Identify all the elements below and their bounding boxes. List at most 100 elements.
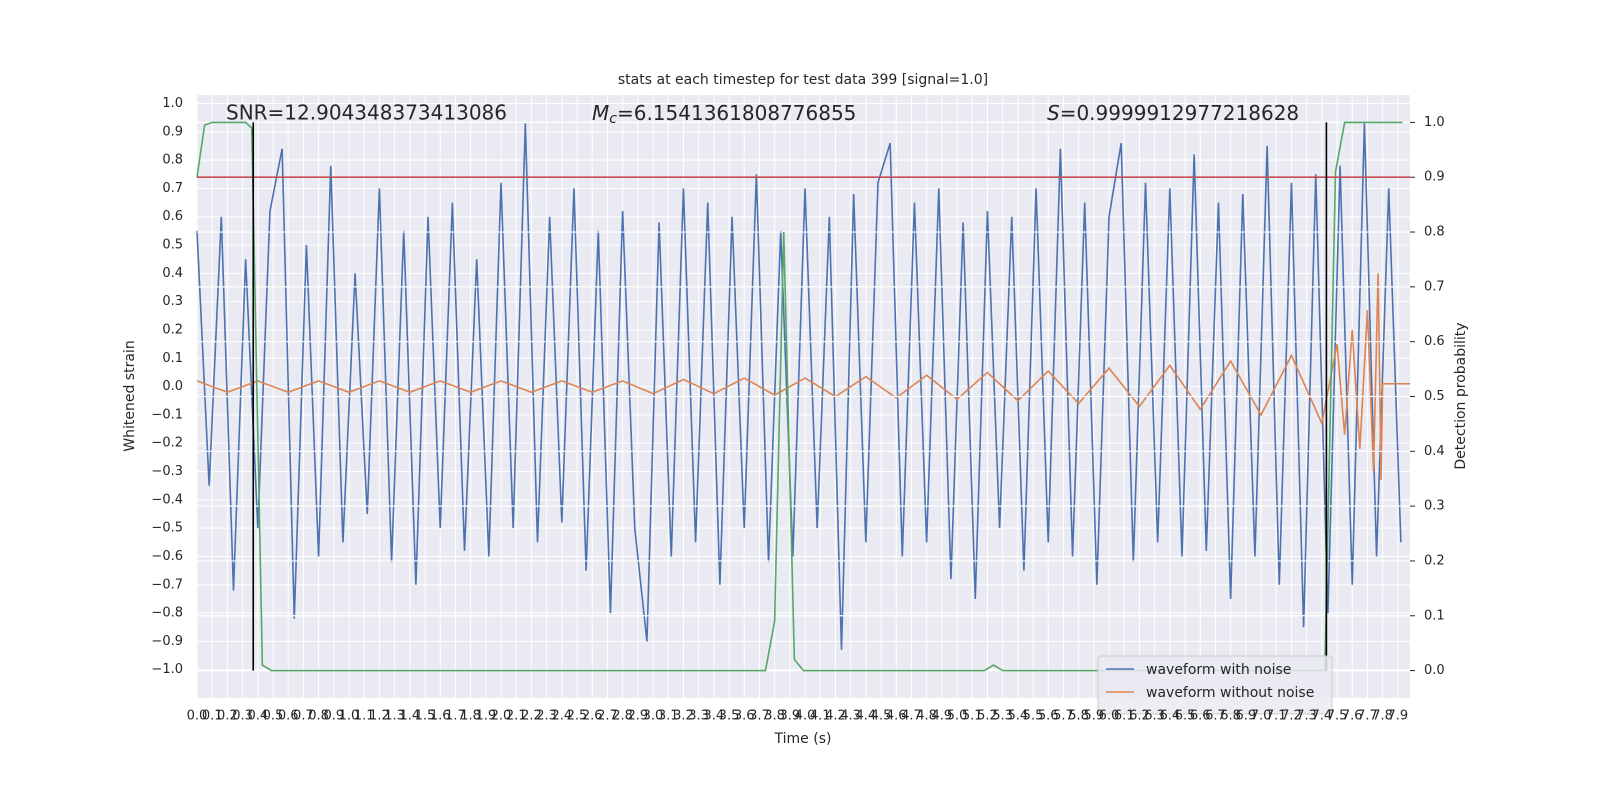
x-tick-label: 1.8 bbox=[460, 709, 481, 724]
x-tick-label: 4.9 bbox=[931, 709, 952, 724]
x-tick-label: 3.7 bbox=[749, 709, 770, 724]
x-tick-label: 0.4 bbox=[247, 709, 268, 724]
y-tick-label: −1.0 bbox=[151, 662, 183, 677]
x-tick-label: 6.1 bbox=[1114, 709, 1135, 724]
y-tick-label: 0.9 bbox=[162, 124, 183, 139]
x-tick-label: 4.3 bbox=[840, 709, 861, 724]
y2-tick-label: 0.3 bbox=[1424, 499, 1445, 514]
y-tick-label: −0.3 bbox=[151, 464, 183, 479]
y-tick-label: 0.6 bbox=[162, 209, 183, 224]
x-axis-label: Time (s) bbox=[774, 731, 832, 747]
x-tick-label: 2.4 bbox=[551, 709, 572, 724]
x-tick-label: 2.7 bbox=[597, 709, 618, 724]
y2-tick-label: 0.6 bbox=[1424, 334, 1445, 349]
y-tick-label: 0.5 bbox=[162, 238, 183, 253]
x-tick-label: 0.8 bbox=[308, 709, 329, 724]
x-tick-label: 3.5 bbox=[719, 709, 740, 724]
y2-tick-label: 0.5 bbox=[1424, 389, 1445, 404]
x-tick-label: 7.6 bbox=[1342, 709, 1363, 724]
y2-tick-label: 0.8 bbox=[1424, 225, 1445, 240]
y2-tick-label: 0.4 bbox=[1424, 444, 1445, 459]
x-tick-label: 3.0 bbox=[643, 709, 664, 724]
y-tick-label: −0.7 bbox=[151, 577, 183, 592]
annotation: SNR=12.904348373413086 bbox=[226, 101, 507, 125]
y2-tick-label: 0.1 bbox=[1424, 608, 1445, 623]
y-tick-label: 0.0 bbox=[162, 379, 183, 394]
x-tick-label: 4.1 bbox=[810, 709, 831, 724]
y2-tick-label: 0.9 bbox=[1424, 170, 1445, 185]
x-tick-label: 7.5 bbox=[1327, 709, 1348, 724]
x-tick-label: 0.2 bbox=[217, 709, 238, 724]
annotation-symbol: S bbox=[1047, 101, 1060, 125]
x-tick-label: 3.6 bbox=[734, 709, 755, 724]
x-tick-label: 5.1 bbox=[962, 709, 983, 724]
x-tick-label: 3.9 bbox=[779, 709, 800, 724]
x-tick-label: 4.5 bbox=[871, 709, 892, 724]
y-tick-label: −0.9 bbox=[151, 634, 183, 649]
x-tick-label: 6.2 bbox=[1129, 709, 1150, 724]
x-tick-label: 7.3 bbox=[1296, 709, 1317, 724]
y-tick-label: 0.4 bbox=[162, 266, 183, 281]
y-tick-label: −0.1 bbox=[151, 407, 183, 422]
x-tick-label: 0.1 bbox=[202, 709, 223, 724]
x-tick-label: 3.3 bbox=[688, 709, 709, 724]
x-tick-label: 6.7 bbox=[1205, 709, 1226, 724]
y-tick-label: −0.5 bbox=[151, 521, 183, 536]
y-tick-label: 0.2 bbox=[162, 322, 183, 337]
annotation: S=0.9999912977218628 bbox=[1047, 101, 1299, 125]
annotation-sub: c bbox=[609, 111, 617, 127]
x-tick-label: 1.2 bbox=[369, 709, 390, 724]
x-tick-label: 2.1 bbox=[506, 709, 527, 724]
x-tick-label: 5.3 bbox=[992, 709, 1013, 724]
y-tick-label: −0.8 bbox=[151, 606, 183, 621]
x-tick-label: 2.3 bbox=[536, 709, 557, 724]
x-tick-label: 3.4 bbox=[703, 709, 724, 724]
x-tick-label: 2.8 bbox=[612, 709, 633, 724]
annotation-text: =6.1541361808776855 bbox=[617, 101, 856, 125]
x-tick-label: 4.4 bbox=[855, 709, 876, 724]
x-tick-label: 0.3 bbox=[232, 709, 253, 724]
x-tick-label: 5.9 bbox=[1083, 709, 1104, 724]
x-tick-label: 4.2 bbox=[825, 709, 846, 724]
x-tick-label: 5.7 bbox=[1053, 709, 1074, 724]
legend-label: waveform without noise bbox=[1146, 685, 1314, 701]
x-tick-label: 0.6 bbox=[278, 709, 299, 724]
chart-title: stats at each timestep for test data 399… bbox=[618, 72, 988, 88]
y-tick-label: 1.0 bbox=[162, 96, 183, 111]
x-tick-label: 2.5 bbox=[567, 709, 588, 724]
x-tick-label: 1.3 bbox=[384, 709, 405, 724]
x-tick-label: 0.0 bbox=[187, 709, 208, 724]
x-tick-label: 5.5 bbox=[1023, 709, 1044, 724]
x-tick-label: 6.4 bbox=[1159, 709, 1180, 724]
x-tick-label: 7.0 bbox=[1251, 709, 1272, 724]
x-tick-label: 5.8 bbox=[1068, 709, 1089, 724]
x-tick-label: 3.8 bbox=[764, 709, 785, 724]
x-tick-label: 2.2 bbox=[521, 709, 542, 724]
x-tick-label: 1.7 bbox=[445, 709, 466, 724]
y2-axis-label: Detection probability bbox=[1453, 322, 1469, 469]
x-tick-label: 4.7 bbox=[901, 709, 922, 724]
x-tick-label: 2.0 bbox=[491, 709, 512, 724]
x-tick-label: 6.5 bbox=[1175, 709, 1196, 724]
x-tick-label: 1.1 bbox=[354, 709, 375, 724]
x-tick-label: 2.9 bbox=[627, 709, 648, 724]
x-tick-label: 7.4 bbox=[1311, 709, 1332, 724]
x-tick-label: 5.2 bbox=[977, 709, 998, 724]
x-tick-label: 7.9 bbox=[1387, 709, 1408, 724]
legend-label: waveform with noise bbox=[1146, 662, 1291, 678]
x-tick-label: 0.7 bbox=[293, 709, 314, 724]
y2-tick-label: 0.2 bbox=[1424, 553, 1445, 568]
x-tick-label: 5.4 bbox=[1007, 709, 1028, 724]
y2-tick-label: 0.7 bbox=[1424, 279, 1445, 294]
x-tick-label: 6.0 bbox=[1099, 709, 1120, 724]
annotation-symbol: M bbox=[592, 101, 609, 125]
y-tick-label: −0.6 bbox=[151, 549, 183, 564]
y-tick-label: 0.1 bbox=[162, 351, 183, 366]
y-tick-label: 0.7 bbox=[162, 181, 183, 196]
x-tick-label: 6.8 bbox=[1220, 709, 1241, 724]
x-tick-label: 7.7 bbox=[1357, 709, 1378, 724]
x-tick-label: 5.0 bbox=[947, 709, 968, 724]
x-tick-label: 1.6 bbox=[430, 709, 451, 724]
y-tick-label: −0.2 bbox=[151, 436, 183, 451]
y-tick-label: 0.3 bbox=[162, 294, 183, 309]
